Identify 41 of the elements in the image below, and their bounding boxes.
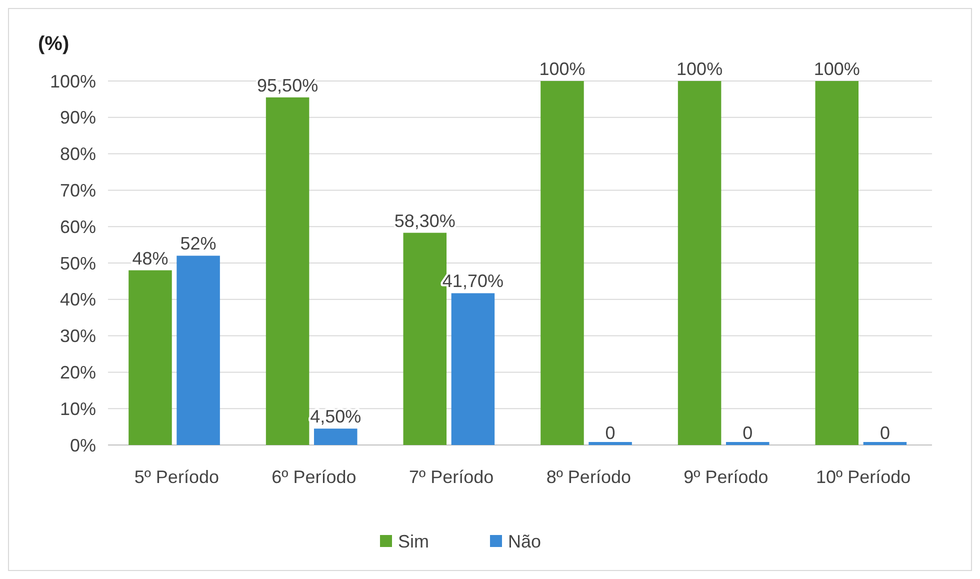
y-tick-label: 40% — [60, 290, 96, 310]
legend-label: Não — [508, 531, 542, 552]
data-label: 100% — [814, 59, 860, 79]
x-tick-label: 10º Período — [816, 467, 911, 487]
bar — [815, 81, 859, 445]
data-label: 100% — [676, 59, 723, 79]
y-tick-label: 70% — [60, 180, 96, 200]
x-tick-label: 6º Período — [272, 467, 356, 487]
data-label: 0 — [605, 423, 616, 443]
x-tick-label: 9º Período — [684, 467, 768, 487]
bar — [451, 293, 495, 445]
y-tick-label: 10% — [60, 398, 96, 419]
bar — [266, 97, 310, 445]
data-label: 0 — [880, 423, 890, 443]
x-tick-label: 7º Período — [409, 467, 494, 487]
y-axis-title: (%) — [38, 33, 70, 55]
data-label: 100% — [539, 59, 586, 79]
bar — [863, 442, 907, 445]
bar — [726, 442, 770, 445]
x-tick-label: 5º Período — [134, 467, 219, 487]
data-label: 52% — [180, 234, 216, 254]
bar — [540, 81, 584, 445]
data-label: 58,30% — [394, 210, 456, 231]
bar — [678, 81, 722, 445]
y-tick-label: 50% — [60, 253, 96, 274]
data-label: 0 — [742, 423, 753, 443]
legend-label: Sim — [398, 531, 429, 552]
y-tick-label: 80% — [60, 144, 96, 164]
y-tick-label: 0% — [70, 435, 96, 456]
y-tick-label: 90% — [60, 108, 96, 128]
data-label: 4,50% — [310, 406, 362, 427]
y-tick-label: 30% — [60, 326, 96, 346]
bar — [588, 442, 632, 445]
bar — [128, 270, 172, 445]
bar — [176, 256, 220, 445]
y-tick-label: 100% — [50, 71, 96, 92]
y-tick-label: 20% — [60, 362, 96, 382]
data-label: 95,50% — [257, 75, 318, 96]
data-label: 48% — [132, 248, 168, 268]
y-tick-label: 60% — [60, 216, 96, 237]
x-tick-label: 8º Período — [546, 467, 631, 487]
